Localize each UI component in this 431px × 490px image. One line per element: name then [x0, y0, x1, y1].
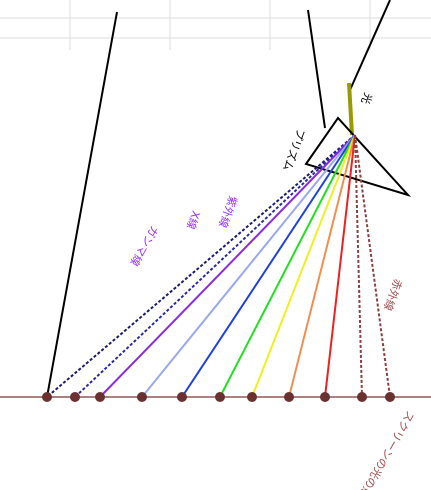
screen-label: スクリーンの光の点	[356, 409, 417, 490]
xray-label: X線	[184, 209, 203, 231]
light-label: 光	[358, 91, 375, 106]
light-beam	[347, 82, 354, 136]
rays	[46, 134, 391, 398]
infrared-label: 赤外線	[381, 277, 405, 313]
prism-label: プリズム	[280, 127, 308, 173]
screen-dots	[42, 392, 395, 402]
ultraviolet-label: 紫外線	[216, 194, 240, 230]
support-lines	[46, 0, 391, 398]
grid	[0, 0, 431, 50]
gamma-label: ガンマ線	[127, 224, 161, 269]
prism	[304, 116, 412, 198]
